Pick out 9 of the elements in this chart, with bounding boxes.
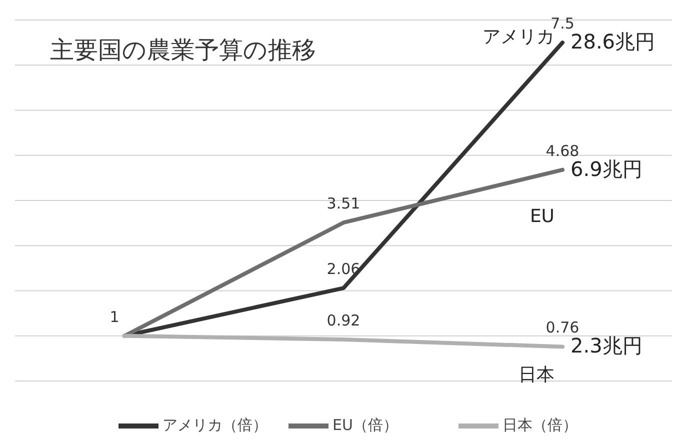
data-label: 1 (110, 308, 120, 326)
data-label: 0.92 (326, 311, 360, 330)
legend-label: アメリカ（倍） (162, 416, 268, 434)
legend-label: EU（倍） (332, 416, 398, 434)
legend-label: 日本（倍） (502, 416, 578, 434)
data-label: 3.51 (326, 194, 360, 213)
text: 主要国の農業予算の推移 (50, 36, 316, 64)
annotation: EU (530, 206, 554, 227)
annotation: 日本 (518, 364, 554, 386)
